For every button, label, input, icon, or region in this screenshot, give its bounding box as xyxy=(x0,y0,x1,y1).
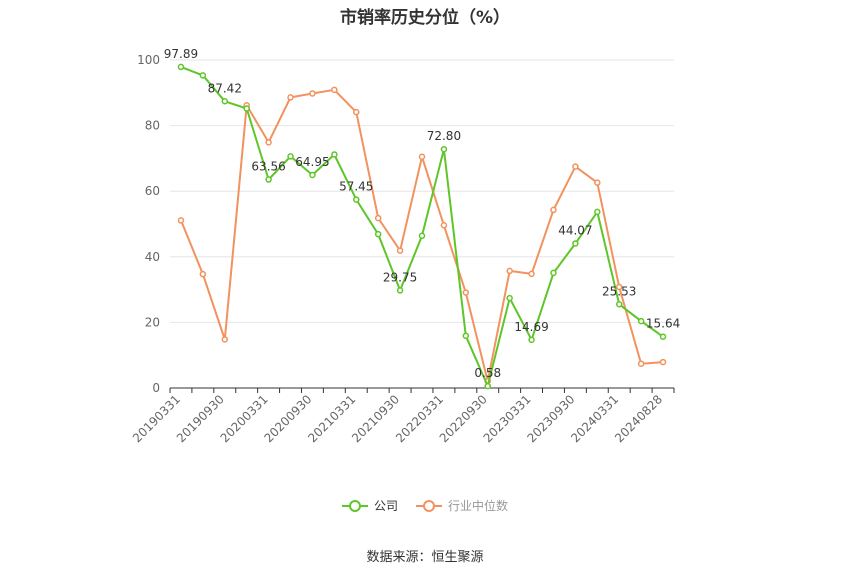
legend-item-industry-median[interactable]: 行业中位数 xyxy=(416,497,508,514)
data-point-industry-median xyxy=(440,222,448,229)
data-point-industry-median xyxy=(615,283,623,291)
data-point-industry-median xyxy=(550,206,557,214)
data-point-industry-median xyxy=(374,214,382,222)
grid-layer xyxy=(170,59,674,323)
data-point-company xyxy=(396,287,404,294)
data-point-industry-median xyxy=(265,139,272,146)
x-tick-label: 20240828 xyxy=(612,392,665,445)
data-point-industry-median xyxy=(506,267,513,275)
data-label: 14.69 xyxy=(514,320,548,334)
data-point-industry-median xyxy=(177,217,185,224)
y-tick-label: 0 xyxy=(152,381,160,395)
data-point-company xyxy=(199,72,207,79)
data-point-company xyxy=(528,336,535,344)
data-point-industry-median xyxy=(418,153,426,161)
series-layer xyxy=(177,63,667,390)
data-point-company xyxy=(265,176,272,183)
data-point-industry-median xyxy=(637,360,645,367)
data-point-company xyxy=(594,208,601,216)
data-point-company xyxy=(353,196,360,203)
data-point-company xyxy=(550,269,557,277)
data-point-company xyxy=(177,63,185,71)
data-point-company xyxy=(221,98,229,105)
data-point-company xyxy=(637,317,645,325)
data-label: 44.07 xyxy=(558,223,592,237)
data-label: 72.80 xyxy=(427,129,461,143)
y-tick-label: 100 xyxy=(137,53,160,67)
data-label: 29.75 xyxy=(383,270,417,284)
legend-item-company[interactable]: 公司 xyxy=(341,497,398,514)
data-point-industry-median xyxy=(528,270,535,278)
y-tick-label: 40 xyxy=(145,250,160,264)
legend-dot-company xyxy=(348,499,361,512)
data-point-company xyxy=(462,332,470,340)
data-point-industry-median xyxy=(221,336,229,343)
legend-label-company: 公司 xyxy=(373,499,398,513)
data-point-company xyxy=(287,153,294,160)
data-point-industry-median xyxy=(287,94,294,101)
data-point-industry-median xyxy=(594,179,601,186)
data-label: 15.64 xyxy=(646,317,680,331)
data-point-company xyxy=(309,171,316,179)
data-label: 87.42 xyxy=(208,81,242,95)
data-point-company xyxy=(418,232,426,240)
data-label: 63.56 xyxy=(251,160,285,174)
data-point-industry-median xyxy=(353,108,360,116)
data-point-industry-median xyxy=(309,90,316,97)
legend-swatch-industry-median xyxy=(416,499,442,513)
legend-label-industry-median: 行业中位数 xyxy=(448,499,509,513)
data-point-company xyxy=(506,294,513,302)
data-point-industry-median xyxy=(331,86,338,94)
data-point-industry-median xyxy=(659,358,667,366)
y-tick-label: 20 xyxy=(145,315,160,329)
data-point-industry-median xyxy=(199,270,207,278)
legend[interactable]: 公司 行业中位数 xyxy=(0,497,850,514)
label-layer: 97.89 87.42 63.56 64.95 57.45 29.75 72.80 0.58 1… xyxy=(164,47,680,380)
data-point-industry-median xyxy=(396,247,404,254)
data-point-company xyxy=(440,145,448,153)
source-note: 数据来源：恒生聚源 xyxy=(366,550,484,565)
y-tick-label: 80 xyxy=(145,119,160,133)
y-tick-label: 60 xyxy=(145,184,160,198)
data-point-company xyxy=(615,301,623,308)
legend-swatch-company xyxy=(341,499,368,513)
chart-title: 市销率历史分位（%） xyxy=(339,8,511,28)
data-label: 64.95 xyxy=(295,155,329,169)
data-point-company xyxy=(374,230,382,238)
data-point-company xyxy=(331,151,338,158)
data-point-company xyxy=(243,105,250,112)
data-label: 97.89 xyxy=(164,47,198,61)
data-point-industry-median xyxy=(572,163,579,170)
data-point-company xyxy=(484,382,491,390)
data-point-company xyxy=(659,333,667,340)
data-point-industry-median xyxy=(462,289,470,296)
data-point-company xyxy=(572,240,579,247)
legend-dot-industry-median xyxy=(423,499,435,512)
data-label: 25.53 xyxy=(602,284,636,298)
data-label: 0.58 xyxy=(474,366,501,380)
data-label: 57.45 xyxy=(339,180,373,194)
